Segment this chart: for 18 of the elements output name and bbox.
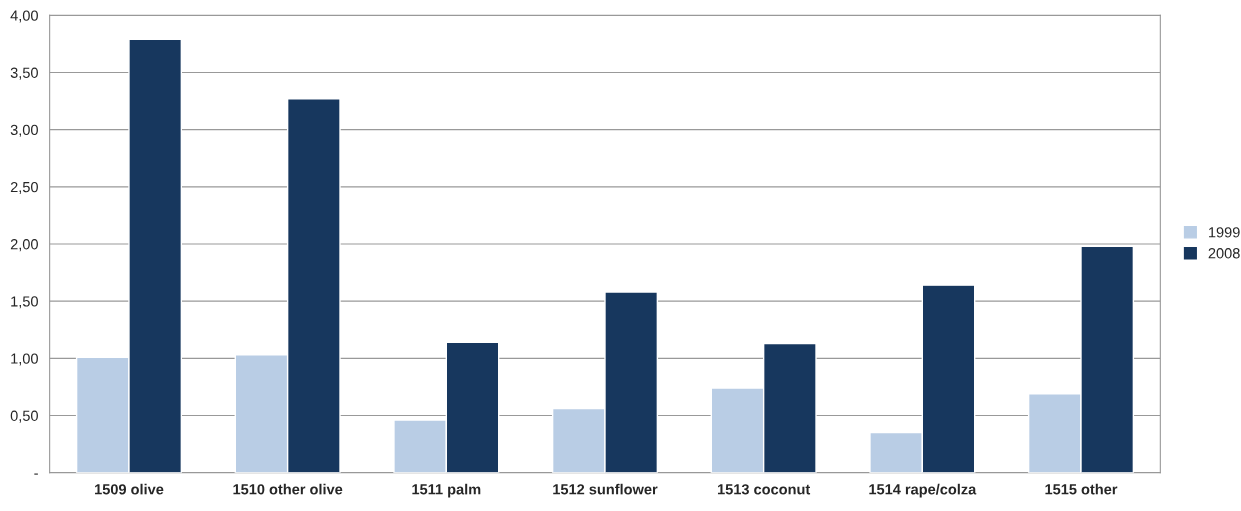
x-tick-label: 1514 rape/colza	[869, 483, 977, 498]
y-tick-label: 1,00	[11, 353, 38, 366]
y-tick-label: 2,50	[10, 181, 38, 194]
y-tick-label: 4,00	[10, 10, 38, 23]
y-tick-label: 2,00	[10, 239, 38, 252]
legend-label: 2008	[1208, 248, 1240, 259]
legend-label: 1999	[1209, 227, 1240, 238]
x-tick-label: 1509 olive	[95, 483, 164, 495]
x-tick-label: 1515 other	[1045, 483, 1118, 495]
y-tick-label: 3,00	[10, 124, 38, 137]
y-tick-label: -	[34, 473, 38, 475]
x-tick-label: 1513 coconut	[717, 484, 811, 495]
y-tick-label: 1,50	[11, 296, 38, 309]
x-tick-label: 1512 sunflower	[553, 483, 658, 495]
y-tick-label: 3,50	[10, 67, 38, 80]
x-tick-label: 1510 other olive	[233, 483, 343, 495]
x-tick-label: 1511 palm	[412, 483, 481, 498]
y-tick-label: 0,50	[10, 410, 38, 423]
